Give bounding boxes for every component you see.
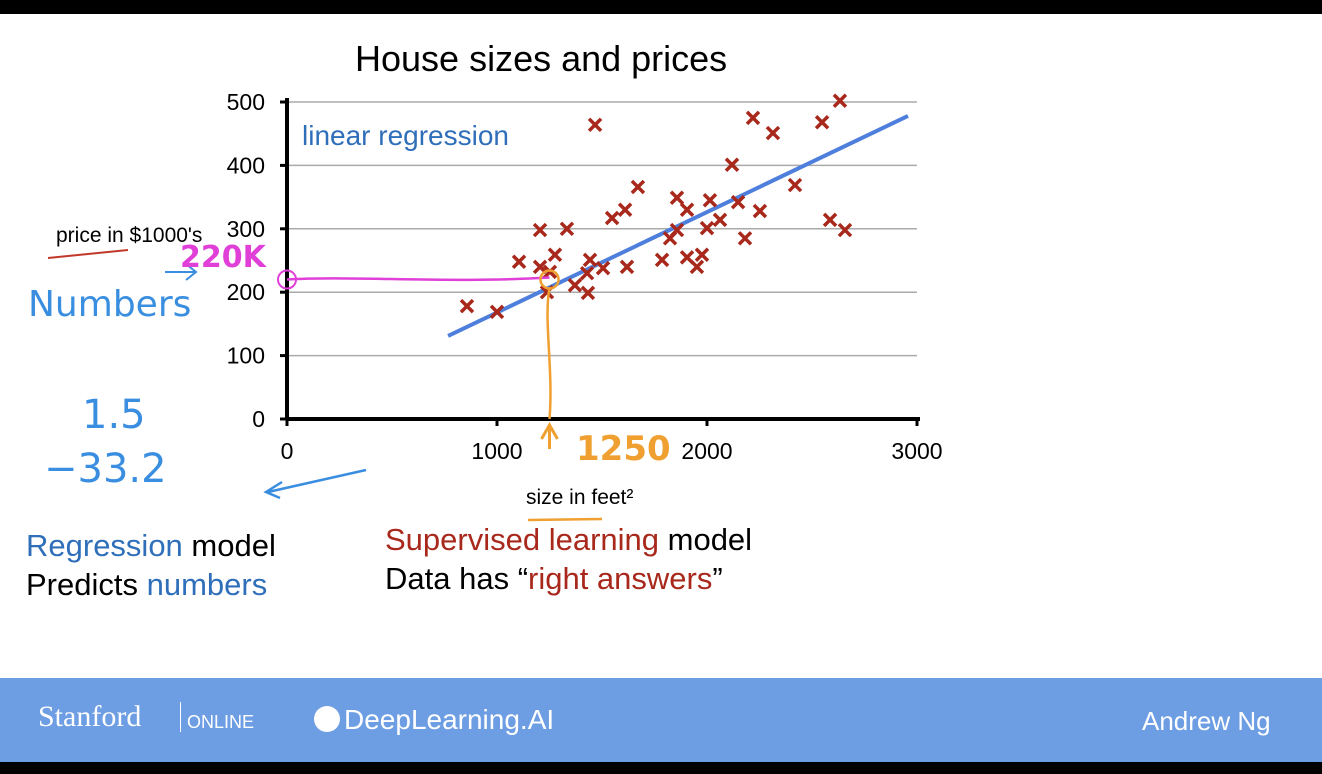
y-tick-label: 100: [227, 343, 265, 369]
x-tick-label: 0: [281, 438, 294, 464]
regression-word: Regression: [26, 528, 183, 563]
data-point: [580, 285, 596, 301]
data-point: [689, 259, 705, 275]
author-name: Andrew Ng: [1142, 706, 1271, 736]
data-point: [699, 220, 715, 236]
data-point: [730, 194, 746, 210]
red-strike: [47, 249, 129, 259]
data-point: [822, 212, 838, 228]
y-tick-label: 500: [227, 89, 265, 115]
data-point: [582, 252, 598, 268]
blue-left-arrow-icon: [263, 468, 367, 500]
supervised-line1: Supervised learning model: [385, 522, 752, 558]
model-word-2: model: [659, 522, 753, 557]
data-point: [547, 247, 563, 263]
supervised-line2: Data has “right answers”: [385, 561, 723, 597]
orange-guide-line: [546, 287, 552, 420]
data-point: [654, 252, 670, 268]
data-point: [559, 221, 575, 237]
data-point: [511, 254, 527, 270]
orange-underline: [527, 517, 603, 522]
data-point: [630, 179, 646, 195]
note-neg-33-2: −33.2: [44, 446, 167, 492]
orange-arrow-icon: [540, 421, 559, 449]
regression-line2: Predicts numbers: [26, 567, 267, 603]
data-point: [567, 277, 583, 293]
x-tick-label: 3000: [891, 438, 942, 464]
legend-linear-regression: linear regression: [302, 120, 509, 151]
stanford-logo: Stanford: [38, 700, 142, 733]
data-point: [532, 222, 548, 238]
data-point: [814, 115, 830, 130]
data-point: [679, 202, 695, 218]
data-point: [832, 93, 848, 108]
xlabel: size in feet²: [526, 486, 634, 509]
ylabel: price in $1000's: [56, 224, 203, 247]
data-point: [542, 264, 558, 280]
data-point: [745, 110, 761, 126]
pink-circle: [277, 269, 297, 290]
regression-line: [447, 114, 909, 338]
data-point: [669, 190, 685, 205]
scatter-chart: 0 100 200 300 400 500 0 1000 2000 3000: [47, 89, 943, 522]
right-answers-word: right answers: [528, 561, 713, 596]
note-1-5: 1.5: [82, 392, 146, 438]
data-point: [662, 231, 678, 246]
x-tick-label: 1000: [471, 438, 522, 464]
data-point: [765, 125, 781, 141]
data-point: [702, 193, 718, 208]
datahas-word: Data has “: [385, 561, 529, 596]
y-tick-label: 400: [227, 152, 265, 178]
blue-arrow-icon: [165, 263, 198, 281]
y-tick-label: 300: [227, 216, 265, 242]
close-quote: ”: [712, 561, 723, 596]
data-point: [579, 265, 595, 281]
deeplearning-icon: [314, 706, 340, 732]
data-point: [617, 202, 633, 218]
supervised-word: Supervised learning: [385, 522, 660, 557]
data-point: [604, 210, 620, 226]
numbers-word: numbers: [146, 567, 268, 602]
data-point: [459, 298, 475, 314]
data-point: [712, 212, 728, 228]
footer-bar: Stanford ONLINE DeepLearning.AI Andrew N…: [0, 678, 1322, 762]
y-tick-label: 0: [252, 406, 265, 432]
chart-title: House sizes and prices: [355, 38, 728, 79]
data-point: [737, 231, 753, 246]
deeplearning-logo: DeepLearning.AI: [344, 704, 555, 735]
predicts-word: Predicts: [26, 567, 147, 602]
orange-circle: [539, 269, 560, 290]
data-point: [619, 259, 635, 275]
data-point: [752, 203, 768, 219]
x-tick-label: 2000: [681, 438, 732, 464]
regression-line1: Regression model: [26, 528, 276, 564]
data-point: [724, 157, 740, 173]
note-numbers: Numbers: [28, 284, 192, 325]
data-point: [595, 260, 611, 276]
data-point: [787, 177, 803, 193]
data-point: [694, 247, 710, 263]
data-point: [489, 304, 505, 320]
slide: 0 100 200 300 400 500 0 1000 2000 3000 House size…: [0, 14, 1322, 678]
online-logo: ONLINE: [187, 712, 255, 732]
y-tick-label: 200: [227, 279, 265, 305]
data-point: [837, 222, 853, 238]
pink-guide-line: [286, 276, 550, 282]
annotation-1250: 1250: [576, 429, 671, 469]
annotation-220k: 220K: [180, 240, 266, 275]
model-word: model: [182, 528, 276, 563]
data-point: [587, 117, 603, 133]
